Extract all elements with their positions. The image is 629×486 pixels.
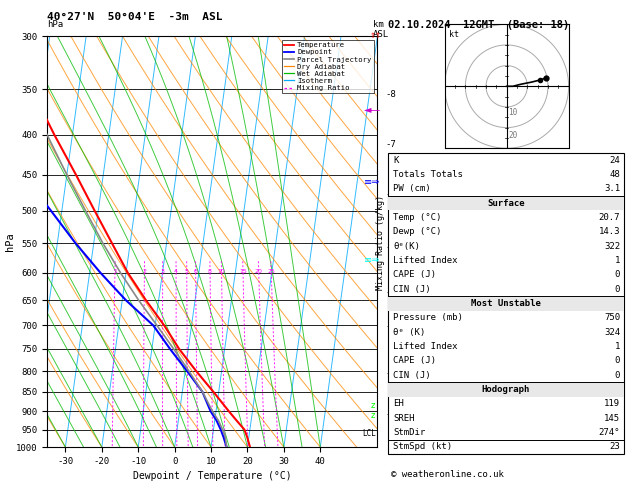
Legend: Temperature, Dewpoint, Parcel Trajectory, Dry Adiabat, Wet Adiabat, Isotherm, Mi: Temperature, Dewpoint, Parcel Trajectory… xyxy=(282,40,374,93)
Text: K: K xyxy=(393,156,399,165)
Text: 10: 10 xyxy=(218,269,225,274)
Text: 322: 322 xyxy=(604,242,620,251)
Text: 1: 1 xyxy=(113,269,117,274)
Text: Temp (°C): Temp (°C) xyxy=(393,213,442,222)
Text: 119: 119 xyxy=(604,399,620,409)
Text: 8: 8 xyxy=(208,269,212,274)
Text: 15: 15 xyxy=(239,269,247,274)
Text: 0: 0 xyxy=(615,356,620,365)
Text: CIN (J): CIN (J) xyxy=(393,285,431,294)
Text: Totals Totals: Totals Totals xyxy=(393,170,463,179)
Text: ≡⇒: ≡⇒ xyxy=(364,177,381,187)
Text: CAPE (J): CAPE (J) xyxy=(393,356,436,365)
Text: 750: 750 xyxy=(604,313,620,323)
Text: 0: 0 xyxy=(615,371,620,380)
Text: CIN (J): CIN (J) xyxy=(393,371,431,380)
Text: ≡⇒: ≡⇒ xyxy=(364,255,381,265)
Text: PW (cm): PW (cm) xyxy=(393,184,431,193)
Text: 324: 324 xyxy=(604,328,620,337)
X-axis label: Dewpoint / Temperature (°C): Dewpoint / Temperature (°C) xyxy=(133,471,292,482)
Text: θᵉ(K): θᵉ(K) xyxy=(393,242,420,251)
Text: 4: 4 xyxy=(174,269,178,274)
Text: Surface: Surface xyxy=(487,199,525,208)
Text: LCL: LCL xyxy=(362,429,376,438)
Text: 20: 20 xyxy=(508,131,518,140)
Text: ASL: ASL xyxy=(373,30,389,39)
Text: EH: EH xyxy=(393,399,404,409)
Text: 3: 3 xyxy=(160,269,165,274)
Text: km: km xyxy=(373,20,384,30)
Text: 40°27'N  50°04'E  -3m  ASL: 40°27'N 50°04'E -3m ASL xyxy=(47,12,223,22)
Text: Lifted Index: Lifted Index xyxy=(393,342,458,351)
Text: 1: 1 xyxy=(615,256,620,265)
Text: 23: 23 xyxy=(610,442,620,451)
Text: Lifted Index: Lifted Index xyxy=(393,256,458,265)
Text: Hodograph: Hodograph xyxy=(482,385,530,394)
Text: kt: kt xyxy=(449,31,459,39)
Text: CAPE (J): CAPE (J) xyxy=(393,270,436,279)
Text: 02.10.2024  12GMT  (Base: 18): 02.10.2024 12GMT (Base: 18) xyxy=(388,20,569,31)
Text: 1: 1 xyxy=(615,342,620,351)
Text: 0: 0 xyxy=(615,270,620,279)
Text: 3.1: 3.1 xyxy=(604,184,620,193)
Text: Pressure (mb): Pressure (mb) xyxy=(393,313,463,323)
Text: 2: 2 xyxy=(142,269,147,274)
Text: 0: 0 xyxy=(615,285,620,294)
Text: Dewp (°C): Dewp (°C) xyxy=(393,227,442,237)
Y-axis label: hPa: hPa xyxy=(4,232,14,251)
Text: 5: 5 xyxy=(185,269,189,274)
Text: StmSpd (kt): StmSpd (kt) xyxy=(393,442,452,451)
Text: Mixing Ratio (g/kg): Mixing Ratio (g/kg) xyxy=(376,195,385,291)
Text: 48: 48 xyxy=(610,170,620,179)
Text: θᵉ (K): θᵉ (K) xyxy=(393,328,425,337)
Text: 25: 25 xyxy=(267,269,275,274)
Text: z
z: z z xyxy=(370,401,374,420)
Text: 274°: 274° xyxy=(599,428,620,437)
Text: 145: 145 xyxy=(604,414,620,423)
Text: SREH: SREH xyxy=(393,414,415,423)
Text: 10: 10 xyxy=(508,108,518,117)
Text: 14.3: 14.3 xyxy=(599,227,620,237)
Text: 20: 20 xyxy=(255,269,263,274)
Text: StmDir: StmDir xyxy=(393,428,425,437)
Text: hPa: hPa xyxy=(47,20,64,30)
Text: © weatheronline.co.uk: © weatheronline.co.uk xyxy=(391,469,504,479)
Text: 6: 6 xyxy=(194,269,198,274)
Text: Most Unstable: Most Unstable xyxy=(471,299,541,308)
Text: 20.7: 20.7 xyxy=(599,213,620,222)
Text: ⇑⇑: ⇑⇑ xyxy=(370,30,381,40)
Text: 24: 24 xyxy=(610,156,620,165)
Text: ◄—: ◄— xyxy=(364,104,381,114)
